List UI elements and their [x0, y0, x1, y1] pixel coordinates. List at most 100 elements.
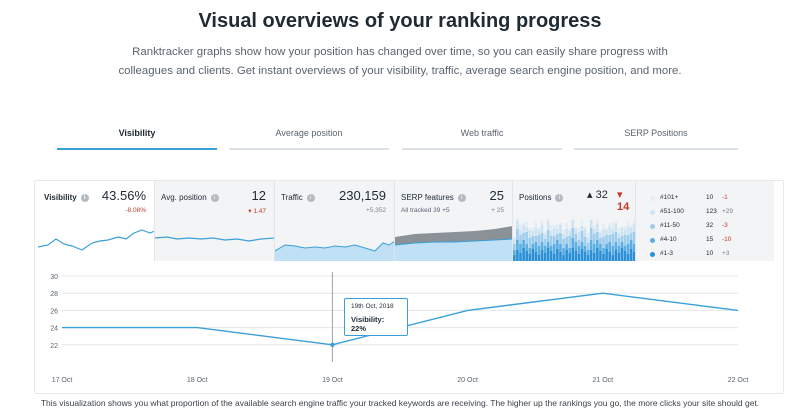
position-bar-segment — [516, 229, 519, 240]
x-tick-label: 22 Oct — [728, 377, 749, 384]
position-bar-segment — [513, 255, 516, 261]
position-bar-segment — [531, 236, 535, 244]
position-bar-segment — [583, 237, 587, 246]
legend-count: 15 — [706, 236, 714, 243]
position-bar-segment — [522, 240, 525, 248]
position-bar-segment — [602, 237, 605, 248]
position-bar-segment — [623, 246, 627, 251]
legend-delta: -1 — [722, 194, 728, 201]
position-bar-segment — [519, 224, 522, 230]
position-bar-segment — [522, 248, 525, 261]
position-bar-segment — [623, 251, 627, 261]
metric-delta: ▾ 1.47 — [248, 208, 266, 215]
position-bar-segment — [522, 233, 525, 240]
y-tick-label: 28 — [50, 291, 58, 298]
position-bar-segment — [620, 226, 624, 228]
position-bar-segment — [552, 228, 556, 236]
position-bar-segment — [596, 240, 599, 248]
position-bar-segment — [608, 223, 611, 227]
position-bar-segment — [562, 234, 565, 239]
position-bar-segment — [580, 249, 584, 261]
sparkline — [155, 236, 274, 242]
position-bar-segment — [559, 225, 562, 233]
legend-name: #51-100 — [660, 208, 684, 215]
positions-up-count: ▴ 32 — [587, 189, 608, 201]
position-bar-segment — [589, 220, 593, 228]
metric-card-positions[interactable]: Positions i ▴ 32 ▾ 14 — [513, 181, 636, 261]
position-bar-segment — [617, 246, 621, 253]
position-bar-segment — [543, 253, 547, 261]
metric-value: 25 — [489, 188, 504, 203]
tab-serp-positions[interactable]: SERP Positions — [574, 122, 738, 150]
legend-swatch — [650, 210, 655, 215]
position-bar-segment — [519, 244, 522, 253]
position-bar-segment — [534, 228, 538, 236]
position-bar-segment — [596, 219, 599, 224]
y-tick-label: 22 — [50, 343, 58, 350]
position-bar-segment — [559, 223, 562, 225]
legend-row: #11-50 32 -3 — [650, 222, 770, 232]
position-bar-segment — [629, 228, 633, 233]
position-bar-segment — [605, 244, 608, 249]
data-point[interactable] — [330, 342, 335, 347]
position-bar-segment — [528, 238, 532, 248]
position-bar-segment — [552, 254, 556, 261]
position-bar-segment — [568, 236, 572, 248]
position-bar-segment — [632, 232, 635, 244]
position-bar-segment — [605, 228, 608, 230]
position-bar-segment — [546, 222, 550, 230]
position-bar-segment — [549, 225, 553, 231]
metric-subtext: All tracked 39 +5 — [401, 207, 450, 214]
position-bar-segment — [571, 228, 575, 238]
position-bar-segment — [626, 235, 630, 244]
legend-row: #101+ 10 -1 — [650, 194, 770, 204]
position-bar-segment — [568, 253, 572, 261]
position-bar-segment — [543, 239, 547, 246]
tab-web-traffic[interactable]: Web traffic — [402, 122, 562, 150]
x-tick-label: 21 Oct — [592, 377, 613, 384]
position-bar-segment — [513, 239, 516, 244]
position-bar-segment — [549, 236, 553, 246]
metric-card-avg-position[interactable]: Avg. position i 12 ▾ 1.47 — [155, 181, 275, 261]
metric-card-visibility[interactable]: Visibility i 43.56% -8.08% — [38, 181, 155, 261]
position-bar-segment — [620, 242, 624, 248]
position-bar-segment — [632, 252, 635, 261]
metric-card-traffic[interactable]: Traffic i 230,159 +5,352 — [275, 181, 395, 261]
position-bar-segment — [580, 231, 584, 242]
position-bar-segment — [552, 244, 556, 254]
metric-card-serp-features[interactable]: SERP features i 25 All tracked 39 +5 + 25 — [395, 181, 513, 261]
y-tick-label: 24 — [50, 326, 58, 333]
x-tick-label: 17 Oct — [52, 377, 73, 384]
position-bar-segment — [549, 231, 553, 236]
position-bar-segment — [589, 228, 593, 240]
position-bar-segment — [537, 255, 541, 261]
position-bar-segment — [617, 228, 621, 233]
positions-legend: #101+ 10 -1 #51-100 123 +29 #11-50 32 -3… — [636, 181, 774, 261]
page-title: Visual overviews of your ranking progres… — [198, 10, 602, 32]
info-icon: i — [306, 194, 315, 202]
position-bar-segment — [534, 222, 538, 228]
position-bar-segment — [589, 219, 593, 220]
position-bar-segment — [525, 232, 528, 244]
position-bar-segment — [580, 242, 584, 249]
position-bar-segment — [568, 248, 572, 253]
position-bar-segment — [513, 237, 516, 239]
position-bar-segment — [574, 242, 578, 251]
position-bar-segment — [534, 252, 538, 261]
position-bar-segment — [577, 246, 581, 254]
tab-average-position[interactable]: Average position — [229, 122, 389, 150]
tab-visibility[interactable]: Visibility — [57, 122, 217, 150]
position-bar-segment — [574, 234, 578, 242]
position-bar-segment — [629, 249, 633, 261]
position-bar-segment — [617, 253, 621, 261]
position-bar-segment — [614, 224, 618, 232]
position-bar-segment — [611, 223, 615, 229]
position-bar-segment — [589, 240, 593, 250]
legend-name: #101+ — [660, 194, 679, 201]
info-icon: i — [555, 194, 564, 202]
legend-delta: -10 — [722, 236, 732, 243]
position-bar-segment — [586, 233, 590, 238]
info-icon: i — [457, 194, 466, 202]
metric-delta: + 25 — [491, 207, 504, 214]
position-bar-segment — [623, 235, 627, 246]
